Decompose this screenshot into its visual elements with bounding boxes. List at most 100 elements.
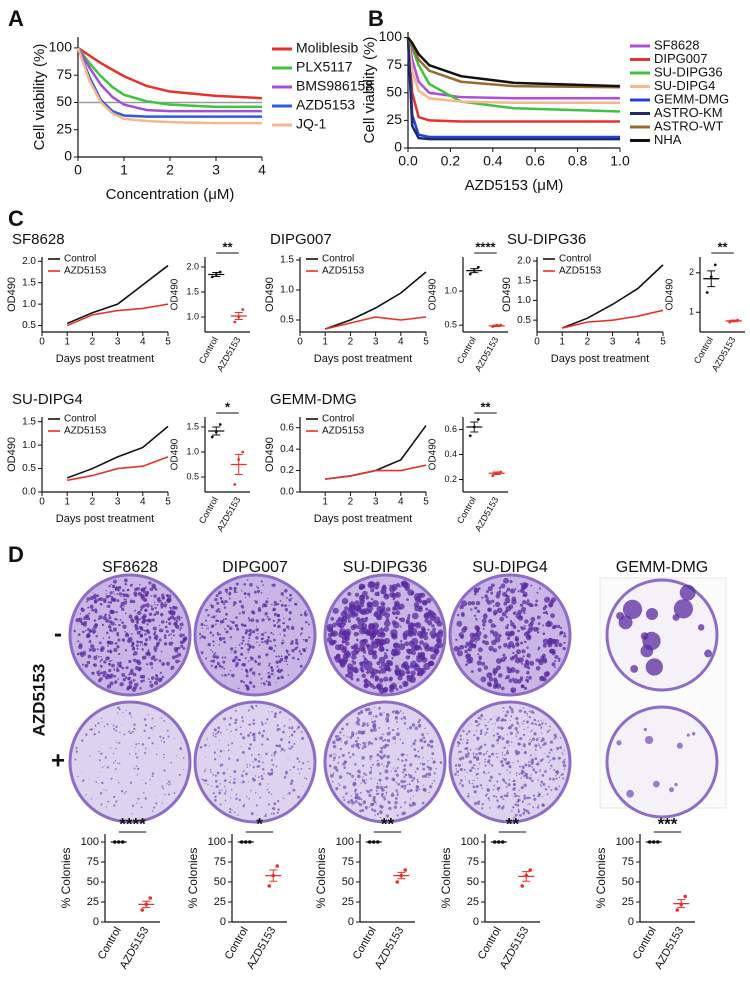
colony: [494, 636, 501, 643]
colony: [206, 627, 208, 630]
colony: [123, 600, 128, 605]
colony: [97, 776, 99, 778]
colony: [515, 752, 519, 756]
colony: [210, 649, 212, 651]
colony: [118, 741, 121, 744]
error-bar: [522, 871, 531, 882]
colony: [560, 773, 564, 777]
y-tick-label: 0: [64, 148, 72, 164]
colony: [113, 674, 117, 678]
colony: [230, 620, 232, 623]
colony: [128, 659, 132, 664]
colony: [215, 743, 216, 745]
colony: [140, 679, 144, 683]
colony: [280, 592, 284, 596]
colony: [503, 643, 508, 648]
colony: [417, 720, 421, 724]
colony: [172, 634, 175, 637]
colony: [379, 609, 384, 614]
colony: [137, 591, 143, 597]
colony: [464, 649, 469, 654]
colony: [505, 674, 510, 680]
colony: [544, 722, 547, 725]
colony: [256, 641, 258, 644]
colony: [109, 663, 111, 666]
error-bar: [142, 900, 151, 909]
colony: [515, 729, 518, 732]
colony: [420, 626, 426, 631]
colony: [517, 810, 520, 813]
colony: [129, 670, 134, 676]
colony: [249, 743, 252, 746]
colony: [280, 675, 284, 680]
colony: [488, 618, 493, 624]
colony: [473, 779, 475, 781]
legend-label: Moliblesib: [296, 40, 358, 56]
colony: [474, 635, 481, 641]
colony: [103, 789, 105, 791]
colony: [514, 813, 517, 816]
x-tick-label: 0.6: [525, 153, 545, 169]
colony: [395, 671, 400, 676]
colony: [338, 737, 342, 741]
colony: [484, 758, 487, 761]
colony: [216, 662, 221, 666]
x-tick-label: 3: [610, 337, 616, 348]
colony: [288, 792, 291, 795]
colony: [492, 729, 494, 731]
colony: [381, 733, 383, 735]
colony: [373, 706, 376, 709]
colony: [292, 780, 294, 782]
colony: [539, 768, 542, 771]
colony: [218, 590, 222, 595]
colony: [411, 637, 419, 646]
colony: [142, 599, 144, 602]
colony: [113, 627, 117, 632]
colony: [384, 662, 390, 668]
colony: [131, 804, 135, 807]
colony: [121, 666, 125, 670]
y-tick-label: 2: [689, 267, 694, 277]
colony: [499, 616, 505, 622]
colony: [347, 800, 351, 804]
colony: [555, 770, 559, 774]
colony: [550, 613, 555, 619]
colony: [509, 620, 513, 623]
colony: [127, 677, 130, 681]
colony: [470, 608, 473, 611]
colony: [376, 682, 383, 690]
colony: [433, 779, 436, 782]
colony: [357, 730, 362, 735]
colony: [117, 678, 120, 680]
colony: [509, 719, 512, 722]
series-line: [406, 37, 620, 100]
x-axis-label: Days post treatment: [56, 353, 154, 365]
colony: [347, 663, 354, 670]
data-point: [675, 908, 680, 912]
colony: [380, 646, 383, 649]
colony: [507, 726, 511, 730]
colony: [387, 800, 391, 804]
colony: [219, 749, 223, 753]
colony: [114, 759, 117, 762]
colony: [283, 724, 286, 727]
colony: [402, 768, 407, 772]
colony: [457, 763, 461, 768]
colony: [524, 582, 529, 587]
colony: [257, 608, 262, 612]
colony: [242, 804, 245, 808]
colony: [540, 785, 543, 787]
colony: [390, 793, 395, 798]
y-axis-label: OD490: [6, 437, 18, 472]
colony: [514, 657, 521, 664]
colony: [114, 624, 117, 626]
colony: [395, 789, 398, 792]
colony: [240, 623, 243, 626]
colony: [351, 774, 355, 778]
colony: [551, 625, 556, 630]
colony: [123, 733, 126, 736]
colony: [89, 604, 94, 609]
colony: [229, 807, 232, 810]
colony: [207, 627, 210, 629]
colony: [478, 763, 481, 765]
